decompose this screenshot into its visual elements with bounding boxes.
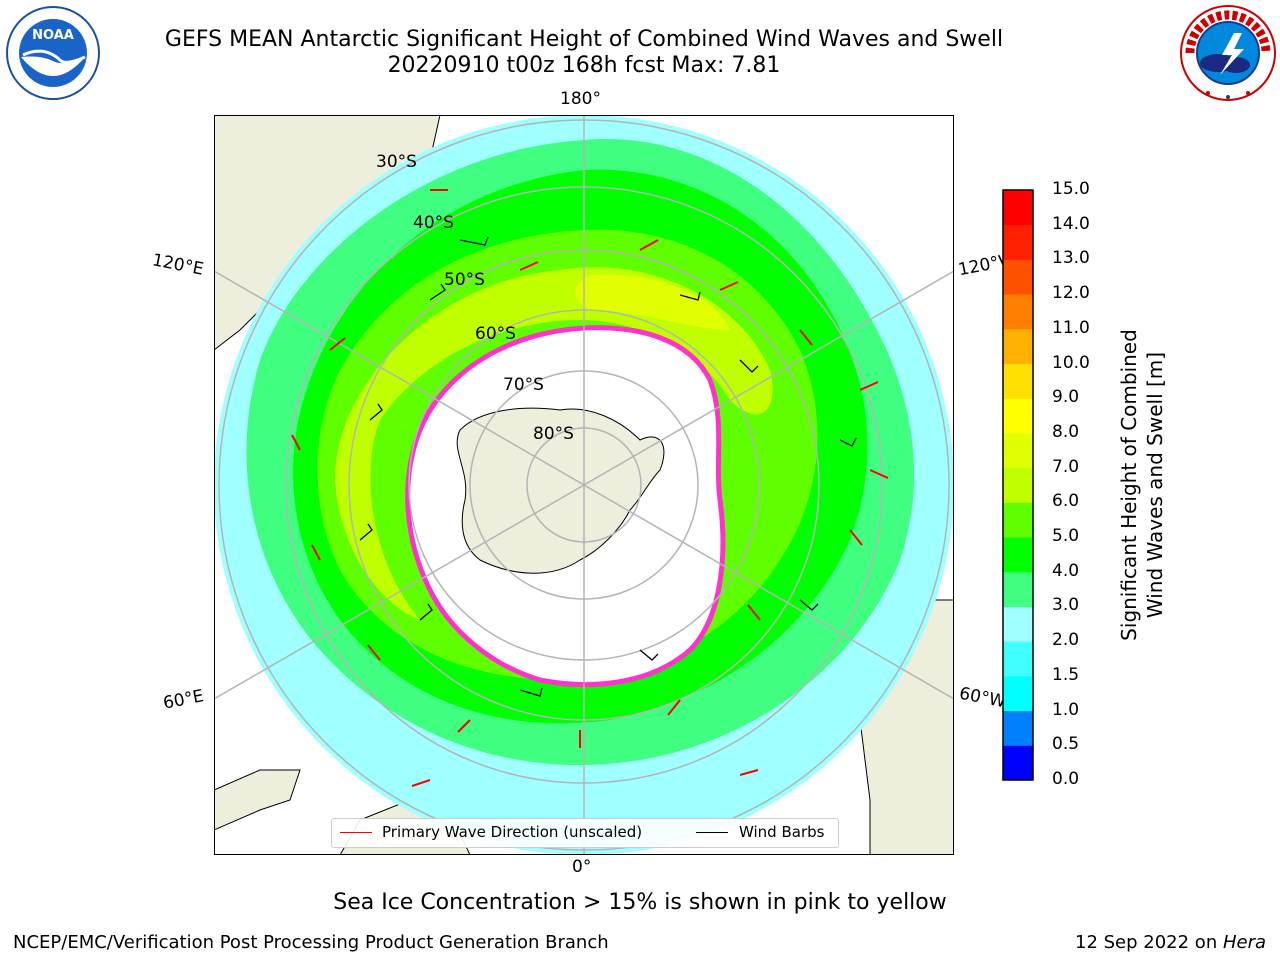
footer-date: 12 Sep 2022 on Hera xyxy=(1075,932,1266,953)
africa-land xyxy=(214,769,301,831)
colorbar xyxy=(1002,189,1034,781)
colorbar-block xyxy=(1003,537,1033,573)
colorbar-tick-label: 8.0 xyxy=(1052,421,1080,442)
footer-date-text: 12 Sep 2022 on xyxy=(1075,932,1223,953)
colorbar-block xyxy=(1003,259,1033,295)
colorbar-tick-label: 11.0 xyxy=(1052,317,1090,338)
wind-barbs-legend-label: Wind Barbs xyxy=(739,823,825,841)
map-title: GEFS MEAN Antarctic Significant Height o… xyxy=(164,27,1004,52)
colorbar-block xyxy=(1003,398,1033,434)
colorbar-block xyxy=(1003,502,1033,538)
colorbar-tick-label: 2.0 xyxy=(1052,630,1080,651)
footer-system: Hera xyxy=(1222,932,1266,953)
colorbar-block xyxy=(1003,363,1033,399)
lat-label-50s: 50°S xyxy=(444,270,485,290)
lon-label-60e: 60°E xyxy=(161,686,206,714)
colorbar-block xyxy=(1003,224,1033,260)
colorbar-tick-label: 12.0 xyxy=(1052,283,1090,304)
wind-barbs-legend-swatch xyxy=(696,832,728,833)
lat-label-80s: 80°S xyxy=(533,424,574,444)
colorbar-tick-label: 1.0 xyxy=(1052,699,1080,720)
colorbar-tick-label: 14.0 xyxy=(1052,213,1090,234)
colorbar-tick-label: 6.0 xyxy=(1052,491,1080,512)
lon-label-120e: 120°E xyxy=(150,250,206,280)
noaa-logo: NOAA xyxy=(6,6,100,100)
wave-direction-legend-swatch xyxy=(340,832,372,833)
colorbar-tick-label: 1.5 xyxy=(1052,664,1080,685)
colorbar-label-line2: Wind Waves and Swell [m] xyxy=(1143,351,1167,619)
lat-label-30s: 30°S xyxy=(376,152,417,172)
colorbar-tick-label: 0.0 xyxy=(1052,769,1080,789)
colorbar-block xyxy=(1003,745,1033,781)
colorbar-tick-label: 5.0 xyxy=(1052,526,1080,547)
antarctica-land xyxy=(456,407,665,574)
polar-map xyxy=(214,115,954,855)
colorbar-block xyxy=(1003,641,1033,677)
sea-ice-caption: Sea Ice Concentration > 15% is shown in … xyxy=(333,890,947,915)
colorbar-block xyxy=(1003,190,1033,226)
colorbar-tick-label: 9.0 xyxy=(1052,387,1080,408)
wave-band-7-8 xyxy=(575,274,730,330)
colorbar-tick-label: 10.0 xyxy=(1052,352,1090,373)
lat-label-40s: 40°S xyxy=(413,213,454,233)
colorbar-block xyxy=(1003,606,1033,642)
lat-label-70s: 70°S xyxy=(503,375,544,395)
colorbar-label-line1: Significant Height of Combined xyxy=(1117,329,1141,641)
colorbar-block xyxy=(1003,328,1033,365)
wind-barbs xyxy=(359,236,857,697)
colorbar-block xyxy=(1003,294,1033,330)
nws-logo xyxy=(1180,5,1276,101)
graticule xyxy=(214,115,954,855)
map-subtitle: 20220910 t00z 168h fcst Max: 7.81 xyxy=(387,53,781,78)
lon-label-0: 0° xyxy=(572,857,592,877)
lon-label-180: 180° xyxy=(560,89,601,109)
wave-direction-legend-label: Primary Wave Direction (unscaled) xyxy=(382,823,643,841)
lat-label-60s: 60°S xyxy=(475,324,516,344)
colorbar-tick-label: 0.5 xyxy=(1052,734,1080,755)
colorbar-tick-label: 4.0 xyxy=(1052,560,1080,581)
map-legend: Primary Wave Direction (unscaled) Wind B… xyxy=(331,818,839,848)
colorbar-block xyxy=(1003,571,1033,607)
lon-label-60w: 60°W xyxy=(957,683,1008,713)
colorbar-tick-label: 7.0 xyxy=(1052,456,1080,477)
colorbar-label: Significant Height of Combined Wind Wave… xyxy=(1116,225,1168,745)
colorbar-tick-label: 15.0 xyxy=(1052,179,1090,199)
colorbar-block xyxy=(1003,467,1033,503)
colorbar-tick-label: 3.0 xyxy=(1052,595,1080,616)
colorbar-block xyxy=(1003,710,1033,746)
colorbar-block xyxy=(1003,432,1033,469)
colorbar-tick-label: 13.0 xyxy=(1052,248,1090,269)
colorbar-block xyxy=(1003,675,1033,712)
svg-text:NOAA: NOAA xyxy=(32,28,74,43)
wave-direction-arrows xyxy=(291,189,889,787)
wave-band-6-7 xyxy=(335,267,773,620)
footer-org: NCEP/EMC/Verification Post Processing Pr… xyxy=(13,932,609,953)
